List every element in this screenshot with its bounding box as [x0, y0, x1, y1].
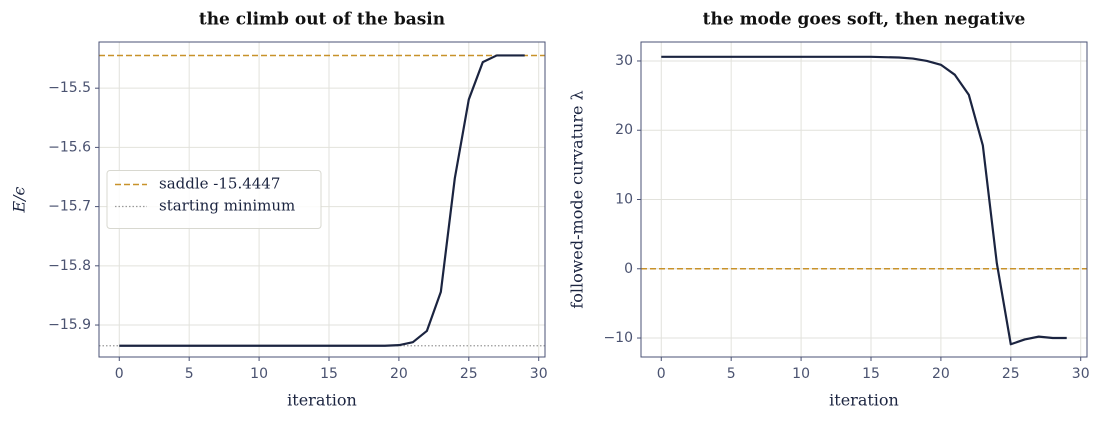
data-line [119, 54, 525, 347]
axes-frame [98, 41, 546, 358]
x-tick-label: 10 [250, 366, 268, 382]
x-tick-label: 25 [1002, 366, 1020, 382]
y-tick-label: −15.9 [48, 317, 91, 333]
legend-label: saddle -15.4447 [159, 175, 280, 193]
x-tick-label: 20 [390, 366, 408, 382]
chart-title: the climb out of the basin [199, 10, 445, 30]
y-axis-label: E/ϵ [10, 186, 29, 213]
y-tick-label: −15.8 [48, 258, 91, 274]
y-tick-label: 30 [615, 53, 633, 69]
x-tick-label: 5 [185, 366, 194, 382]
y-tick-label: −15.7 [48, 199, 91, 215]
x-tick-label: 15 [862, 366, 880, 382]
y-tick-label: −15.5 [48, 80, 91, 96]
y-axis-label: followed-mode curvature λ [568, 90, 587, 308]
x-tick-label: 10 [792, 366, 810, 382]
y-tick-label: 20 [615, 122, 633, 138]
axes-frame [640, 41, 1088, 358]
chart-title: the mode goes soft, then negative [703, 10, 1026, 30]
x-axis-label: iteration [829, 391, 899, 410]
x-tick-label: 25 [460, 366, 478, 382]
x-tick-label: 20 [932, 366, 950, 382]
x-tick-label: 30 [1072, 366, 1090, 382]
x-tick-label: 5 [727, 366, 736, 382]
y-tick-label: −10 [603, 330, 633, 346]
y-tick-label: 0 [624, 261, 633, 277]
data-line [661, 55, 1067, 346]
x-tick-label: 0 [657, 366, 666, 382]
y-tick-label: −15.6 [48, 139, 91, 155]
x-tick-label: 0 [115, 366, 124, 382]
x-tick-label: 15 [320, 366, 338, 382]
legend-label: starting minimum [159, 197, 295, 215]
legend-box [106, 170, 322, 229]
x-axis-label: iteration [287, 391, 357, 410]
y-tick-label: 10 [615, 192, 633, 208]
x-tick-label: 30 [530, 366, 548, 382]
